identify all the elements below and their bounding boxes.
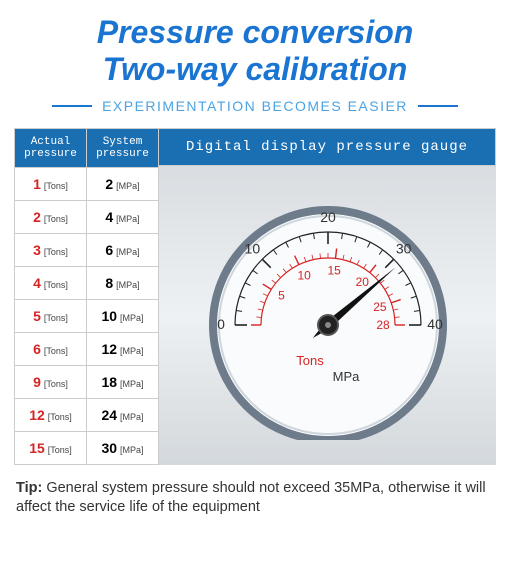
svg-text:10: 10 — [297, 269, 311, 283]
page-title: Pressure conversion Two-way calibration — [0, 0, 510, 88]
conversion-table: Actualpressure Systempressure 1[Tons]2[M… — [14, 128, 159, 465]
svg-text:28: 28 — [376, 318, 390, 332]
table-row: 12[Tons]24[MPa] — [15, 398, 159, 431]
actual-cell: 3[Tons] — [15, 233, 87, 266]
subtitle-row: EXPERIMENTATION BECOMES EASIER — [0, 98, 510, 114]
title-line2: Two-way calibration — [0, 51, 510, 88]
system-cell: 10[MPa] — [87, 299, 159, 332]
actual-cell: 1[Tons] — [15, 167, 87, 200]
table-row: 15[Tons]30[MPa] — [15, 431, 159, 464]
gauge-area: 0 10 20 30 40 5 10 15 20 25 28 Tons MPa — [159, 166, 496, 465]
table-row: 3[Tons]6[MPa] — [15, 233, 159, 266]
svg-text:30: 30 — [395, 240, 411, 256]
svg-text:15: 15 — [327, 263, 341, 277]
svg-text:20: 20 — [320, 209, 336, 225]
system-cell: 2[MPa] — [87, 167, 159, 200]
system-cell: 18[MPa] — [87, 365, 159, 398]
actual-cell: 6[Tons] — [15, 332, 87, 365]
table-row: 1[Tons]2[MPa] — [15, 167, 159, 200]
svg-text:MPa: MPa — [332, 369, 360, 384]
pressure-gauge: 0 10 20 30 40 5 10 15 20 25 28 Tons MPa — [203, 190, 453, 440]
system-cell: 12[MPa] — [87, 332, 159, 365]
col-actual-header: Actualpressure — [15, 128, 87, 167]
subtitle-line-left — [52, 105, 92, 107]
tip-text: Tip: General system pressure should not … — [0, 465, 510, 528]
system-cell: 6[MPa] — [87, 233, 159, 266]
system-cell: 4[MPa] — [87, 200, 159, 233]
title-line1: Pressure conversion — [0, 14, 510, 51]
svg-text:10: 10 — [244, 240, 260, 256]
actual-cell: 2[Tons] — [15, 200, 87, 233]
subtitle: EXPERIMENTATION BECOMES EASIER — [102, 98, 408, 114]
svg-text:25: 25 — [373, 300, 387, 314]
svg-text:20: 20 — [355, 275, 369, 289]
svg-text:Tons: Tons — [296, 353, 324, 368]
system-cell: 30[MPa] — [87, 431, 159, 464]
actual-cell: 15[Tons] — [15, 431, 87, 464]
gauge-header: Digital display pressure gauge — [159, 128, 496, 166]
actual-cell: 12[Tons] — [15, 398, 87, 431]
system-cell: 24[MPa] — [87, 398, 159, 431]
table-row: 6[Tons]12[MPa] — [15, 332, 159, 365]
svg-text:5: 5 — [278, 289, 285, 303]
actual-cell: 5[Tons] — [15, 299, 87, 332]
actual-cell: 9[Tons] — [15, 365, 87, 398]
system-cell: 8[MPa] — [87, 266, 159, 299]
table-row: 5[Tons]10[MPa] — [15, 299, 159, 332]
col-system-header: Systempressure — [87, 128, 159, 167]
actual-cell: 4[Tons] — [15, 266, 87, 299]
table-row: 4[Tons]8[MPa] — [15, 266, 159, 299]
svg-text:0: 0 — [217, 316, 225, 332]
subtitle-line-right — [418, 105, 458, 107]
table-row: 9[Tons]18[MPa] — [15, 365, 159, 398]
table-row: 2[Tons]4[MPa] — [15, 200, 159, 233]
svg-text:40: 40 — [427, 316, 443, 332]
